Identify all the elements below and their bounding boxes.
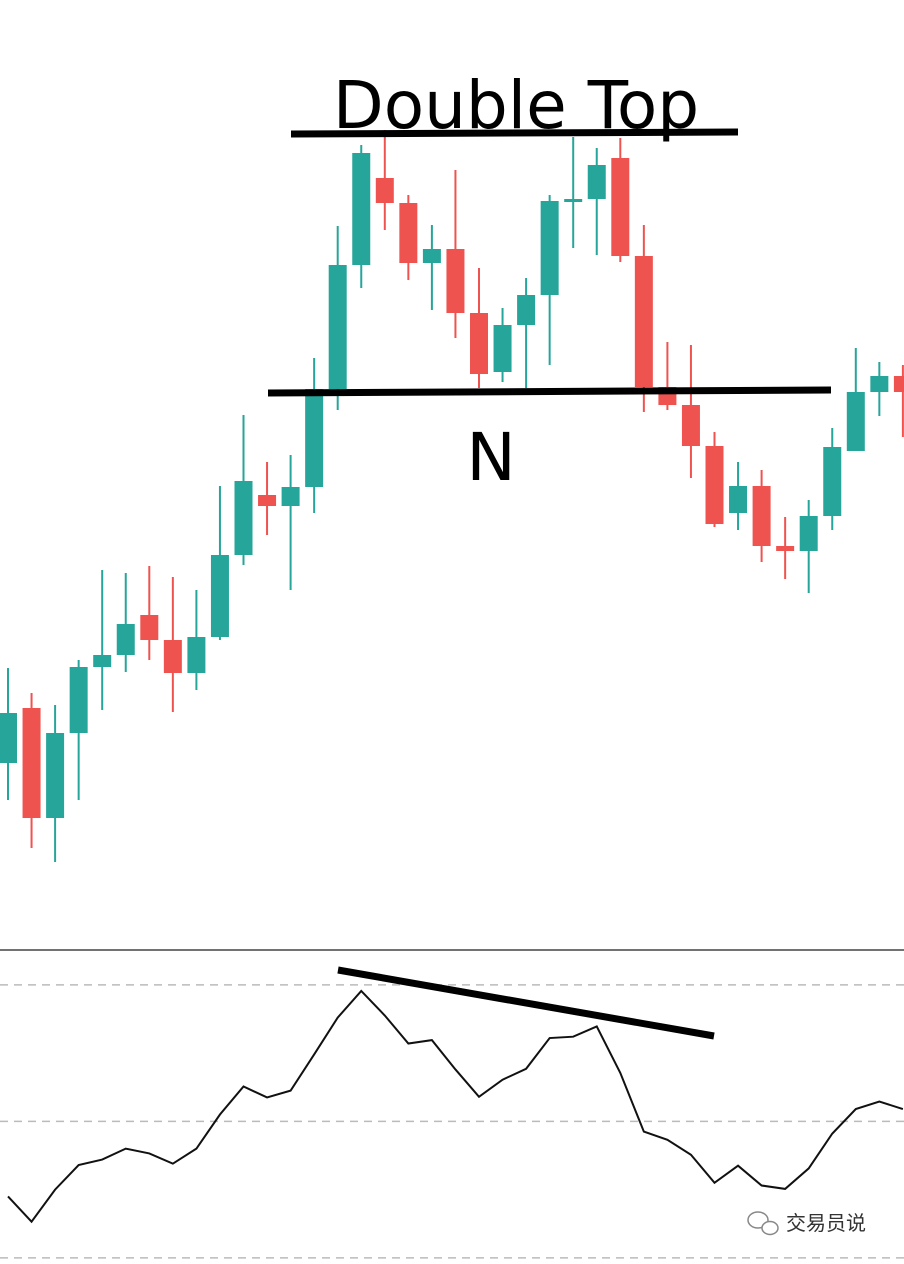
neckline (267, 386, 832, 397)
candle-body (305, 389, 324, 487)
candle-body (493, 325, 512, 372)
candle-body (846, 392, 865, 451)
candle-body (140, 615, 159, 640)
candle-body (69, 667, 88, 733)
divergence-line (337, 966, 715, 1040)
candle-body (799, 516, 818, 551)
candle-body (399, 203, 418, 263)
candle-body (258, 495, 277, 506)
candle-body (517, 295, 536, 325)
candle-body (870, 376, 889, 392)
price-panel (0, 130, 904, 862)
candle-body (210, 555, 229, 637)
candle-body (46, 733, 65, 818)
candle-body (328, 265, 347, 389)
candle-body (823, 447, 842, 516)
candle-body (422, 249, 441, 263)
candle-body (281, 487, 300, 506)
candle-body (564, 199, 583, 202)
watermark-icon (747, 1211, 779, 1236)
candle-body (729, 486, 748, 513)
candle-body (116, 624, 135, 655)
watermark: 交易员说 (786, 1211, 866, 1235)
candle-body (352, 153, 371, 265)
candle-body (540, 201, 559, 295)
resistance-line (290, 128, 739, 138)
pattern-label: Double Top (333, 67, 699, 144)
candle-body (893, 376, 904, 392)
neckline-label: N (466, 419, 515, 496)
candle-body (163, 640, 182, 673)
candle-body (611, 158, 630, 256)
candle-body (0, 713, 17, 763)
candle-body (446, 249, 465, 313)
candle-body (776, 546, 795, 551)
candle-body (587, 165, 606, 199)
oscillator-panel (0, 984, 904, 1259)
candle-body (681, 405, 700, 446)
candle-body (187, 637, 206, 673)
oscillator-line (7, 989, 904, 1224)
candle-body (234, 481, 253, 555)
candle-body (93, 655, 112, 667)
candle-body (752, 486, 771, 546)
candle-body (375, 178, 394, 203)
candle-body (634, 256, 653, 387)
candle-body (470, 313, 488, 374)
candle-body (705, 446, 724, 524)
candle-body (22, 708, 41, 818)
